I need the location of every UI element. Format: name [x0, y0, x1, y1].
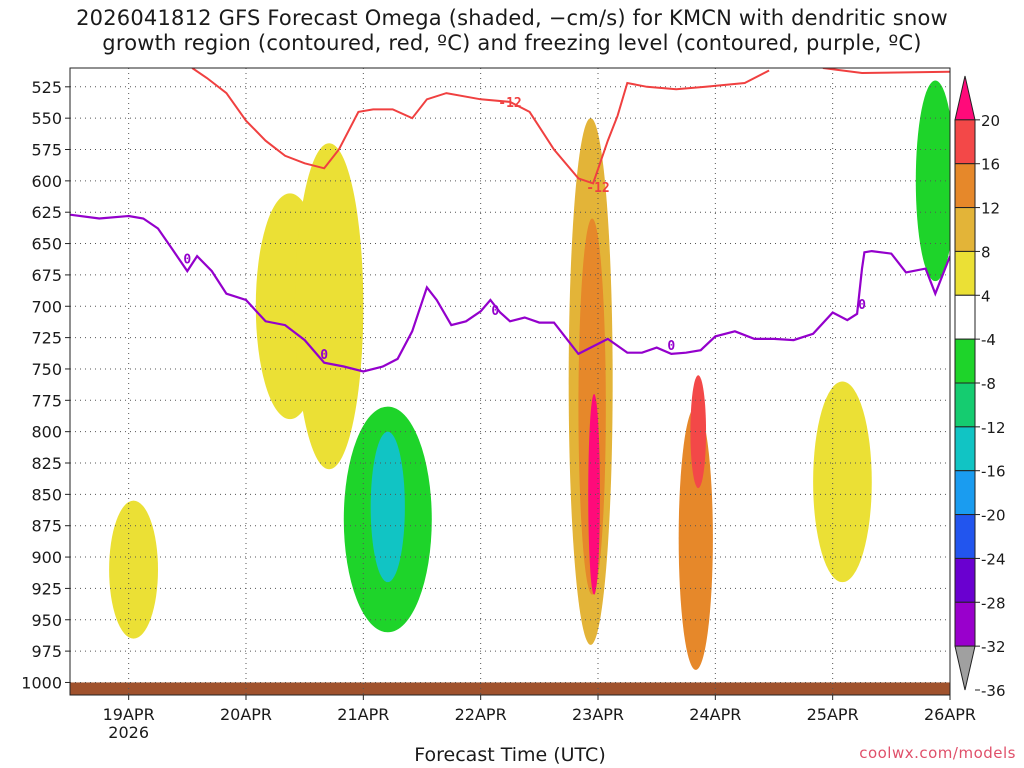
y-tick-label: 725 [31, 329, 62, 348]
y-tick-label: 900 [31, 548, 62, 567]
x-axis-label: Forecast Time (UTC) [414, 744, 606, 766]
colorbar-label: -24 [981, 550, 1006, 568]
freezing-contour-label: 0 [183, 253, 191, 268]
y-tick-label: 575 [31, 141, 62, 160]
x-tick-label: 19APR [103, 705, 155, 724]
y-tick-label: 925 [31, 579, 62, 598]
colorbar-swatch [954, 338, 976, 384]
omega-shading [109, 80, 950, 670]
terrain-band [70, 682, 950, 695]
x-tick-label: 23APR [572, 705, 624, 724]
colorbar-label: -4 [981, 331, 996, 349]
plot-area [70, 68, 950, 695]
x-tick-label: 25APR [807, 705, 859, 724]
grid-lines [70, 68, 951, 695]
colorbar-top-arrow [954, 75, 976, 121]
plot-border [69, 67, 951, 696]
y-tick-label: 700 [31, 297, 62, 316]
y-tick-label: 875 [31, 517, 62, 536]
y-tick-label: 950 [31, 611, 62, 630]
y-tick-label: 625 [31, 203, 62, 222]
omega-cell [294, 143, 364, 470]
x-tick-label: 26APR [924, 705, 976, 724]
y-tick-label: 825 [31, 454, 62, 473]
y-tick-label: 550 [31, 109, 62, 128]
colorbar-label: -12 [981, 419, 1006, 437]
colorbar-label: -16 [981, 463, 1006, 481]
chart-title-line-1: 2026041812 GFS Forecast Omega (shaded, −… [76, 6, 948, 30]
freezing-level-contour [70, 213, 950, 373]
x-tick-label: 21APR [337, 705, 389, 724]
freezing-contour-label: 0 [858, 298, 866, 313]
terrain-ground [70, 682, 950, 695]
minus-12c-contour [191, 68, 770, 185]
colorbar-bottom-arrow [954, 645, 976, 691]
colorbar-legend: 20 16 12 8 4 -4 -8 -12 -16 -20 -24 -28 -32 -36 [954, 75, 1006, 700]
colorbar-swatch [954, 601, 976, 647]
freezing-contour-label: 0 [667, 339, 675, 354]
colorbar-label: 4 [981, 287, 991, 305]
y-tick-label: 850 [31, 485, 62, 504]
omega-cell [678, 406, 713, 670]
x-tick-label: 20APR [220, 705, 272, 724]
colorbar-swatch [954, 250, 976, 296]
y-tick-label: 650 [31, 235, 62, 254]
omega-cell [813, 381, 872, 583]
colorbar-label: -32 [981, 638, 1006, 656]
x-tick-label: 22APR [455, 705, 507, 724]
x-tick-label: 24APR [689, 705, 741, 724]
omega-cell [690, 375, 707, 489]
colorbar-swatch [954, 470, 976, 516]
y-tick-label: 775 [31, 391, 62, 410]
chart-title-line-2: growth region (contoured, red, ºC) and f… [102, 31, 922, 55]
colorbar-swatch [954, 557, 976, 603]
colorbar-label: -36 [981, 682, 1006, 700]
y-tick-label: 600 [31, 172, 62, 191]
y-axis-ticks: 525 550 575 600 625 650 675 700 725 750 775 800 825 8… [21, 78, 70, 692]
minus-12c-contour [822, 68, 950, 75]
colorbar-label: -20 [981, 507, 1006, 525]
colorbar-label: -8 [981, 375, 996, 393]
x-axis-ticks: 19APR 20APR 21APR 22APR 23APR 24APR 25APR 26APR… [103, 695, 976, 742]
colorbar-swatch [954, 382, 976, 428]
colorbar-label: 12 [981, 200, 1000, 218]
omega-cell [370, 431, 405, 583]
y-tick-label: 525 [31, 78, 62, 97]
colorbar-swatch [954, 119, 976, 165]
colorbar-swatch [954, 163, 976, 209]
colorbar-swatch [954, 207, 976, 252]
y-tick-label: 800 [31, 423, 62, 442]
omega-cell [915, 80, 950, 282]
freezing-contour-label: 0 [320, 348, 328, 363]
colorbar-label: 20 [981, 112, 1000, 130]
omega-cell [109, 500, 158, 639]
colorbar-swatch [954, 294, 976, 340]
y-tick-label: 1000 [21, 673, 62, 692]
colorbar-label: 8 [981, 243, 991, 261]
plot-background [70, 68, 950, 695]
colorbar-swatch [954, 426, 976, 472]
plot-frame [69, 67, 951, 696]
credit-link[interactable]: coolwx.com/models [859, 744, 1016, 762]
dgz-contour-label: -12 [586, 181, 609, 196]
freezing-contour-label: 0 [491, 304, 499, 319]
contour-lines: -12 -12 0 0 0 0 0 [70, 68, 950, 373]
y-tick-label: 975 [31, 642, 62, 661]
y-tick-label: 750 [31, 360, 62, 379]
colorbar-swatch [954, 514, 976, 559]
y-tick-label: 675 [31, 266, 62, 285]
x-year-label: 2026 [108, 723, 149, 742]
dgz-contour-label: -12 [498, 96, 521, 111]
colorbar-label: -28 [981, 594, 1006, 612]
omega-cell [588, 394, 600, 595]
colorbar-label: 16 [981, 156, 1000, 174]
